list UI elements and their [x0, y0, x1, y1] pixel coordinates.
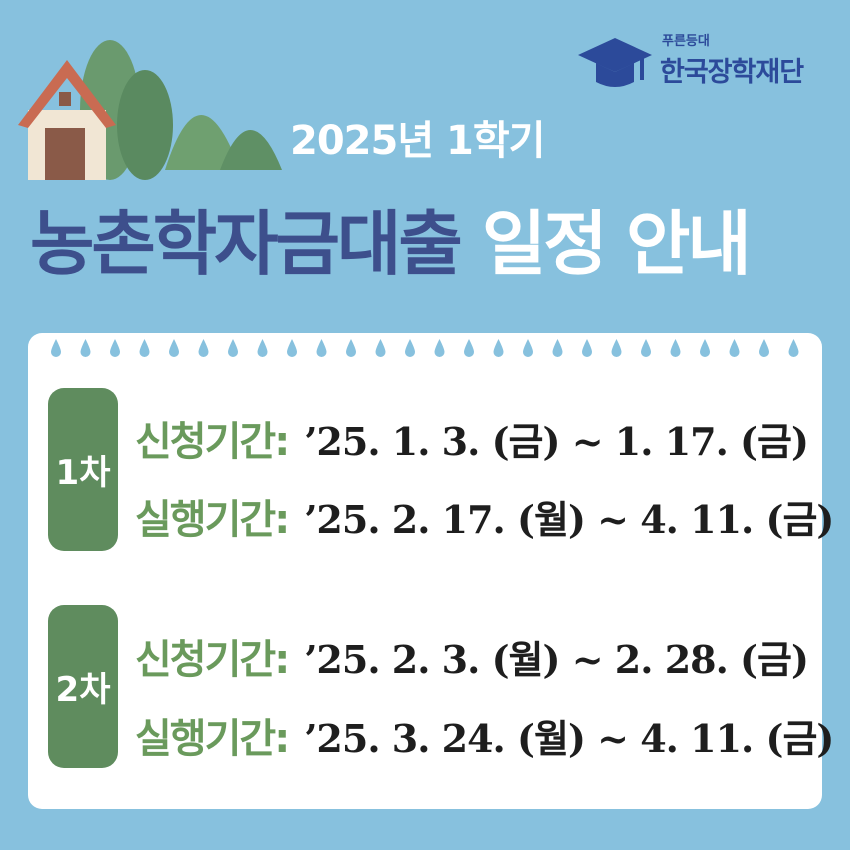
- round-badge: 1차: [48, 388, 118, 551]
- round-badge: 2차: [48, 605, 118, 768]
- schedule-row: 신청기간: ’25. 2. 3. (월) ~ 2. 28. (금): [135, 626, 809, 686]
- period-label: 신청기간:: [135, 637, 290, 683]
- house-roof: [18, 60, 116, 128]
- drop: [257, 339, 268, 357]
- subtitle: 2025년 1학기: [290, 118, 545, 164]
- drop: [759, 339, 769, 357]
- drop: [552, 339, 563, 357]
- schedule-card: [28, 333, 822, 809]
- tree: [117, 70, 173, 180]
- drop: [434, 339, 445, 357]
- period-label: 실행기간:: [135, 497, 290, 543]
- title-main: 농촌학자금대출: [30, 203, 463, 285]
- drop: [788, 339, 799, 357]
- title: 농촌학자금대출 일정 안내: [30, 188, 752, 289]
- period-dates: ’25. 3. 24. (월) ~ 4. 11. (금): [304, 715, 834, 761]
- drop: [582, 339, 592, 357]
- drop: [139, 339, 150, 357]
- period-dates: ’25. 1. 3. (금) ~ 1. 17. (금): [304, 418, 809, 464]
- drop: [670, 339, 681, 357]
- drop: [198, 339, 209, 357]
- drop: [464, 339, 474, 357]
- logo-cap: [640, 56, 644, 80]
- period-label: 신청기간:: [135, 419, 290, 465]
- schedule-row: 실행기간: ’25. 3. 24. (월) ~ 4. 11. (금): [135, 705, 834, 765]
- title-accent: 일정 안내: [481, 203, 752, 285]
- logo-tagline: 푸른등대: [662, 34, 710, 49]
- drops: [51, 339, 799, 357]
- house-door: [45, 128, 85, 180]
- schedule-row: 신청기간: ’25. 1. 3. (금) ~ 1. 17. (금): [135, 408, 809, 468]
- house-window: [59, 92, 71, 106]
- tree: [165, 115, 240, 170]
- drop: [169, 339, 179, 357]
- logo-cap: [596, 63, 634, 87]
- drop: [700, 339, 710, 357]
- drop: [611, 339, 622, 357]
- drop: [641, 339, 651, 357]
- tree: [220, 130, 282, 170]
- logo-name: 한국장학재단: [660, 57, 804, 88]
- drop: [405, 339, 415, 357]
- drop: [51, 339, 61, 357]
- period-dates: ’25. 2. 3. (월) ~ 2. 28. (금): [304, 636, 809, 682]
- drop: [316, 339, 327, 357]
- drop: [346, 339, 356, 357]
- drop: [110, 339, 120, 357]
- drop: [228, 339, 238, 357]
- period-label: 실행기간:: [135, 716, 290, 762]
- drop: [80, 339, 91, 357]
- drop: [493, 339, 504, 357]
- drop: [375, 339, 386, 357]
- schedule-row: 실행기간: ’25. 2. 17. (월) ~ 4. 11. (금): [135, 486, 834, 546]
- drop: [287, 339, 297, 357]
- drop: [729, 339, 740, 357]
- period-dates: ’25. 2. 17. (월) ~ 4. 11. (금): [304, 496, 834, 542]
- decoration: [18, 38, 652, 180]
- drop: [523, 339, 533, 357]
